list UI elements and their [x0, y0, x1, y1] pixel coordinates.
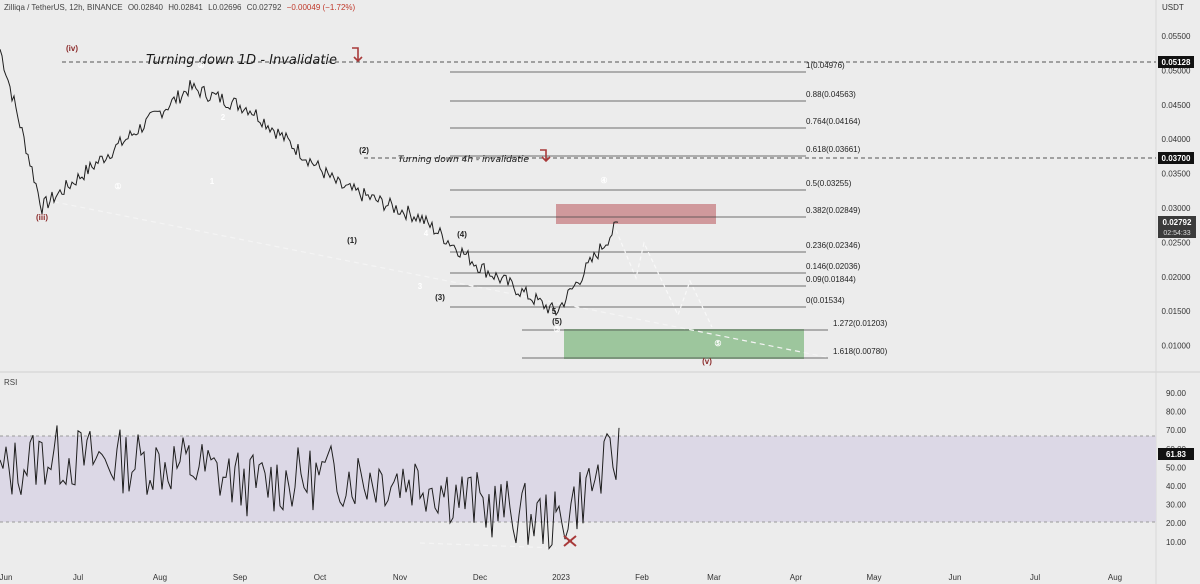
wave-label: 2 — [221, 113, 226, 122]
time-tick-label: Jun — [0, 573, 12, 582]
last-price-badge — [1158, 216, 1196, 238]
rsi-title: RSI — [4, 378, 18, 387]
wave-label: (4) — [457, 230, 467, 239]
time-tick-label: Aug — [1108, 573, 1122, 582]
time-tick-label: Dec — [473, 573, 487, 582]
resistance-zone — [556, 204, 716, 224]
fib-label: 0.88(0.04563) — [806, 90, 856, 99]
wave-label: (3) — [435, 293, 445, 302]
level-high-badge — [1158, 56, 1194, 68]
fib-label: 0.382(0.02849) — [806, 206, 861, 215]
wave-label: ③ — [553, 325, 560, 334]
projected-path — [615, 229, 713, 328]
symbol-header: Zilliqa / TetherUS, 12h, BINANCE O0.0284… — [4, 3, 358, 12]
fib-label: 0.09(0.01844) — [806, 275, 856, 284]
price-tick-label: 0.03500 — [1162, 170, 1191, 179]
time-tick-label: Sep — [233, 573, 248, 582]
open-value: O0.02840 — [127, 3, 163, 12]
level-mid-badge-text: 0.03700 — [1162, 154, 1191, 163]
rsi-tick-label: 50.00 — [1166, 463, 1187, 472]
time-tick-label: Apr — [790, 573, 803, 582]
wave-label: ② — [197, 61, 204, 70]
wave-label: (2) — [359, 146, 369, 155]
level-high-badge-text: 0.05128 — [1162, 58, 1191, 67]
rsi-tick-label: 20.00 — [1166, 519, 1187, 528]
trendline-lower — [44, 199, 827, 358]
price-axis: 0.05500 0.05000 0.04500 0.04000 0.03500 0.030… — [1162, 32, 1191, 351]
close-value: C0.02792 — [246, 3, 282, 12]
wave-label: 4 — [424, 229, 429, 238]
price-tick-label: 0.02000 — [1162, 273, 1191, 282]
target-zone — [564, 329, 804, 359]
time-tick-label: Oct — [314, 573, 327, 582]
last-price-text: 0.02792 — [1163, 218, 1192, 227]
fib-label: 0.5(0.03255) — [806, 179, 852, 188]
rsi-tick-label: 70.00 — [1166, 426, 1187, 435]
time-tick-label: Feb — [635, 573, 649, 582]
time-tick-label: Jul — [73, 573, 83, 582]
price-tick-label: 0.04000 — [1162, 135, 1191, 144]
wave-label: (1) — [347, 236, 357, 245]
wave-label: 3 — [418, 282, 423, 291]
wave-labels: (iv) (iii) (v) ① ② ③ ④ ⑤ (1) (2) (3) (4) (5) 1 2 3 4 5 — [36, 44, 722, 366]
invalidation-marker-1d — [352, 47, 363, 63]
time-tick-label: 2023 — [552, 573, 570, 582]
time-tick-label: Jul — [1030, 573, 1040, 582]
wave-label: (iv) — [66, 44, 78, 53]
price-tick-label: 0.01500 — [1162, 307, 1191, 316]
rsi-value-text: 61.83 — [1166, 450, 1187, 459]
rsi-marker — [563, 535, 577, 547]
fib-label: 1.618(0.00780) — [833, 347, 888, 356]
time-tick-label: May — [866, 573, 881, 582]
high-value: H0.02841 — [168, 3, 203, 12]
change-value: −0.00049 (−1.72%) — [286, 3, 356, 12]
price-series[interactable] — [0, 49, 619, 316]
level-mid-badge — [1158, 152, 1194, 164]
price-tick-label: 0.05000 — [1162, 66, 1191, 75]
rsi-divergence-line — [419, 542, 557, 549]
time-tick-label: Mar — [707, 573, 721, 582]
rsi-tick-label: 30.00 — [1166, 501, 1187, 510]
rsi-tick-label: 40.00 — [1166, 482, 1187, 491]
time-tick-label: Jun — [949, 573, 962, 582]
price-tick-label: 0.05500 — [1162, 32, 1191, 41]
rsi-value-badge — [1158, 448, 1194, 460]
fib-label: 0.764(0.04164) — [806, 117, 861, 126]
countdown-text: 02:54:33 — [1163, 230, 1190, 237]
fib-label: 0.236(0.02346) — [806, 241, 861, 250]
price-tick-label: 0.03000 — [1162, 204, 1191, 213]
wave-label: 1 — [210, 177, 215, 186]
fib-label: 0.618(0.03661) — [806, 145, 861, 154]
rsi-tick-label: 80.00 — [1166, 408, 1187, 417]
annotation-turn-1d: Turning down 1D - Invalidatie — [146, 53, 337, 68]
currency-label: USDT — [1162, 3, 1184, 12]
time-tick-label: Nov — [393, 573, 407, 582]
fib-label: 0.146(0.02036) — [806, 262, 861, 271]
low-value: L0.02696 — [208, 3, 242, 12]
symbol-title: Zilliqa / TetherUS, 12h, BINANCE — [4, 3, 123, 12]
invalidation-marker-4h — [540, 149, 551, 163]
wave-label: (v) — [702, 357, 712, 366]
fib-retracement: 1(0.04976) 0.88(0.04563) 0.764(0.04164) 0.6… — [450, 61, 888, 359]
fib-label: 1(0.04976) — [806, 61, 845, 70]
time-tick-label: Aug — [153, 573, 167, 582]
rsi-series[interactable] — [0, 425, 620, 550]
wave-label: 5 — [552, 307, 557, 316]
annotation-turn-4h: Turning down 4h - invalidatie — [398, 155, 529, 165]
fib-label: 1.272(0.01203) — [833, 319, 888, 328]
wave-label: ④ — [600, 176, 607, 185]
fib-label: 0(0.01534) — [806, 296, 845, 305]
price-tick-label: 0.04500 — [1162, 101, 1191, 110]
rsi-tick-label: 10.00 — [1166, 538, 1187, 547]
wave-label: (iii) — [36, 213, 48, 222]
price-tick-label: 0.02500 — [1162, 238, 1191, 247]
wave-label: ① — [114, 182, 121, 191]
wave-label: ⑤ — [714, 339, 721, 348]
rsi-tick-label: 90.00 — [1166, 389, 1187, 398]
time-axis: Jun Jul Aug Sep Oct Nov Dec 2023 Feb Mar Apr May Jun… — [0, 573, 1122, 582]
price-tick-label: 0.01000 — [1162, 342, 1191, 351]
wave-label: (5) — [552, 317, 562, 326]
rsi-axis: 90.0080.0070.0060.0050.0040.0030.0020.00… — [1166, 389, 1187, 547]
